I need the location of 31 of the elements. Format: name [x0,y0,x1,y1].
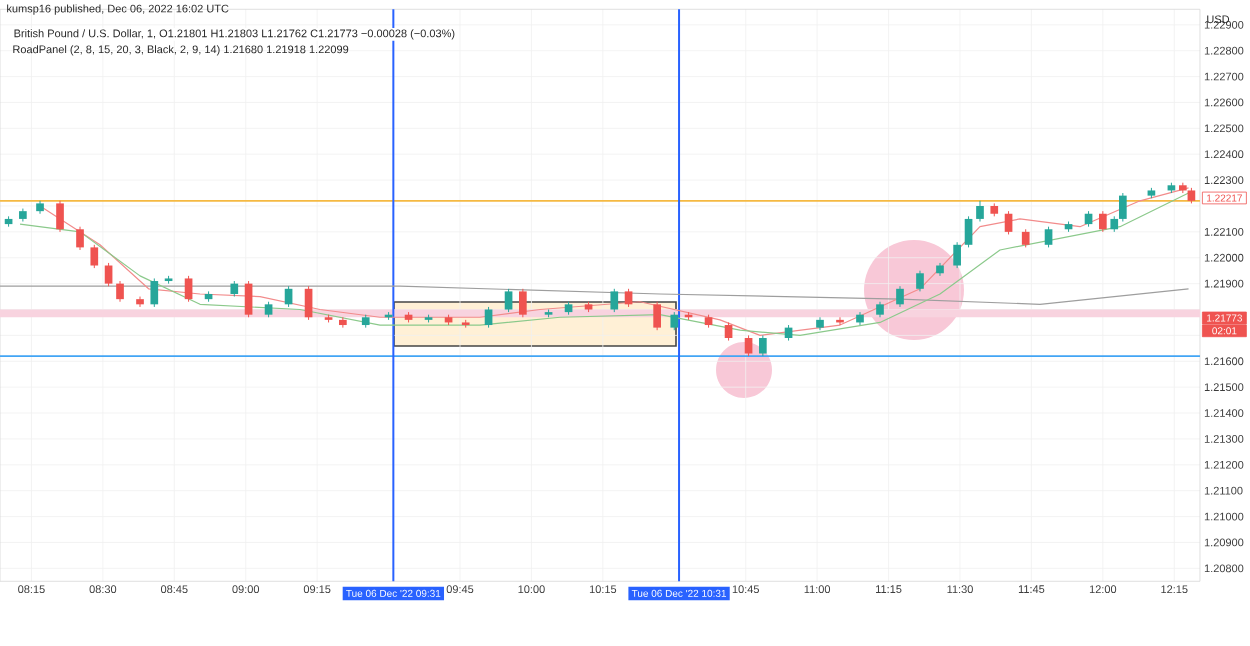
candlestick [1044,226,1053,248]
candlestick [670,311,679,331]
candlestick [1021,228,1030,248]
candlestick [519,288,527,318]
candlestick [244,280,253,318]
candlestick [744,334,753,357]
candlestick [976,200,984,223]
candlestick [136,296,144,308]
candlestick [724,321,733,342]
candlestick [184,275,193,303]
candlestick [104,262,113,287]
candlestick [1119,192,1127,223]
candlestick [610,288,619,313]
candlestick [116,280,124,303]
candlestick [896,285,904,308]
candlestick [856,311,864,326]
candlestick [76,226,84,251]
candlestick [339,316,347,329]
candlestick [624,288,633,308]
candlestick [504,288,513,313]
candlestick [916,270,924,292]
candlestick [150,277,159,308]
candlestick [1099,210,1107,233]
candlestick [1004,210,1013,235]
candlestick [90,244,99,269]
candlestick [653,301,661,331]
candlestick [936,262,944,277]
candlestick [953,241,961,269]
candlestick [759,334,767,357]
candlestick [964,215,973,248]
candlestick [56,200,64,233]
